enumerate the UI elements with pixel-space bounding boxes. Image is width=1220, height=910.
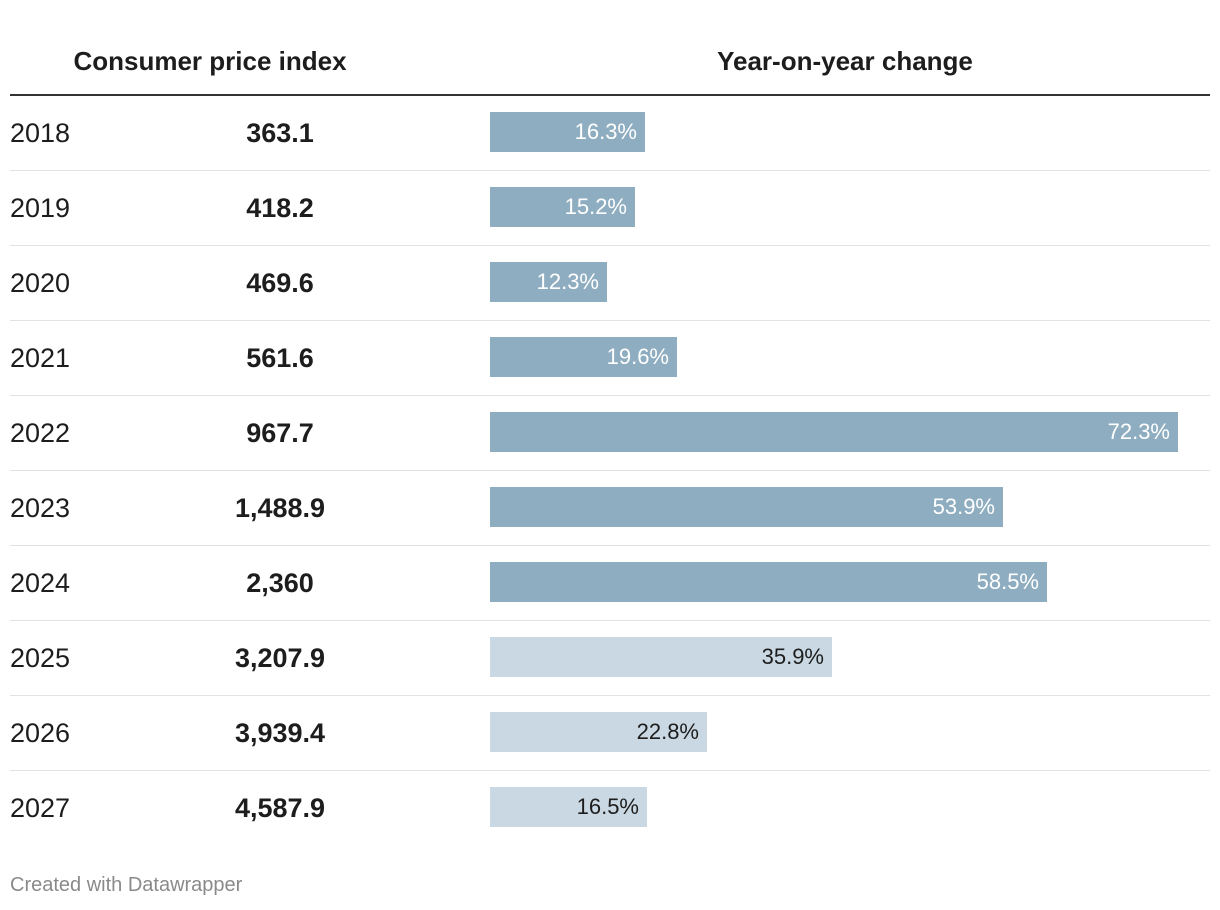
cpi-value-cell: 967.7 <box>246 418 314 448</box>
bar-track: 72.3% <box>490 412 1200 452</box>
bar-track: 35.9% <box>490 637 1200 677</box>
cpi-value-cell: 3,939.4 <box>234 718 326 748</box>
yoy-bar: 12.3% <box>490 262 607 302</box>
year-cell: 2018 <box>10 118 71 148</box>
yoy-bar: 22.8% <box>490 712 707 752</box>
yoy-bar: 58.5% <box>490 562 1047 602</box>
cpi-value-cell: 561.6 <box>246 343 314 373</box>
yoy-bar-label: 58.5% <box>976 569 1039 594</box>
yoy-bar-label: 15.2% <box>564 194 627 219</box>
table-row: 2024 2,360 58.5% <box>10 546 1210 621</box>
year-cell: 2026 <box>10 718 71 748</box>
year-cell: 2022 <box>10 418 71 448</box>
year-cell: 2023 <box>10 493 71 523</box>
yoy-bar-label: 12.3% <box>536 269 599 294</box>
yoy-bar: 19.6% <box>490 337 677 377</box>
table-row: 2019 418.2 15.2% <box>10 171 1210 246</box>
bar-track: 12.3% <box>490 262 1200 302</box>
yoy-bar-label: 16.3% <box>574 119 637 144</box>
table-row: 2021 561.6 19.6% <box>10 321 1210 396</box>
table-row: 2018 363.1 16.3% <box>10 96 1210 171</box>
year-cell: 2021 <box>10 343 71 373</box>
cpi-value-cell: 2,360 <box>246 568 314 598</box>
cpi-value-cell: 4,587.9 <box>234 793 326 823</box>
bar-track: 19.6% <box>490 337 1200 377</box>
table-row: 2020 469.6 12.3% <box>10 246 1210 321</box>
year-cell: 2020 <box>10 268 71 298</box>
table-row: 2026 3,939.4 22.8% <box>10 696 1210 771</box>
year-cell: 2025 <box>10 643 71 673</box>
yoy-bar-label: 19.6% <box>606 344 669 369</box>
bar-track: 58.5% <box>490 562 1200 602</box>
footer-credit: Created with Datawrapper <box>10 874 243 896</box>
bar-track: 16.5% <box>490 787 1200 827</box>
bar-track: 15.2% <box>490 187 1200 227</box>
table-body: 2018 363.1 16.3% 2019 418.2 15.2% 2020 469.6 12.… <box>10 96 1210 845</box>
bar-track: 22.8% <box>490 712 1200 752</box>
cpi-value-cell: 363.1 <box>246 118 314 148</box>
table-row: 2027 4,587.9 16.5% <box>10 771 1210 845</box>
yoy-bar: 15.2% <box>490 187 635 227</box>
yoy-bar: 16.5% <box>490 787 647 827</box>
cpi-value-cell: 469.6 <box>246 268 314 298</box>
yoy-bar-label: 35.9% <box>761 644 824 669</box>
yoy-bar: 16.3% <box>490 112 645 152</box>
year-cell: 2027 <box>10 793 71 823</box>
yoy-bar-label: 22.8% <box>636 719 699 744</box>
yoy-bar: 53.9% <box>490 487 1003 527</box>
column-header-cpi: Consumer price index <box>73 46 347 76</box>
yoy-bar-label: 72.3% <box>1107 419 1170 444</box>
table-row: 2022 967.7 72.3% <box>10 396 1210 471</box>
yoy-bar-label: 53.9% <box>932 494 995 519</box>
bar-track: 16.3% <box>490 112 1200 152</box>
yoy-bar: 35.9% <box>490 637 832 677</box>
bar-track: 53.9% <box>490 487 1200 527</box>
cpi-table: Consumer price index Year-on-year change… <box>10 30 1210 845</box>
table-row: 2025 3,207.9 35.9% <box>10 621 1210 696</box>
yoy-bar-label: 16.5% <box>576 794 639 819</box>
cpi-value-cell: 1,488.9 <box>234 493 326 523</box>
year-cell: 2024 <box>10 568 71 598</box>
yoy-bar: 72.3% <box>490 412 1178 452</box>
table-row: 2023 1,488.9 53.9% <box>10 471 1210 546</box>
column-header-yoy: Year-on-year change <box>717 46 973 76</box>
table-header: Consumer price index Year-on-year change <box>10 30 1210 96</box>
cpi-value-cell: 3,207.9 <box>234 643 326 673</box>
cpi-value-cell: 418.2 <box>246 193 314 223</box>
year-cell: 2019 <box>10 193 71 223</box>
